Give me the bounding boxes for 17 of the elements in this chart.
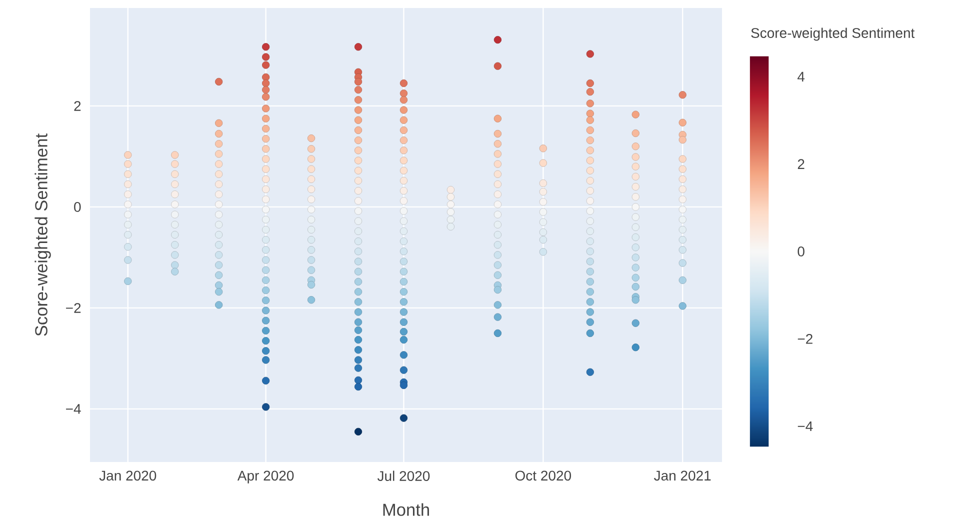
x-tick-label: Jul 2020	[377, 470, 430, 481]
y-tick-label: −4	[66, 404, 81, 414]
x-tick-label: Oct 2020	[515, 470, 572, 481]
x-tick-label: Jan 2020	[99, 470, 156, 481]
x-tick-label: Apr 2020	[237, 470, 294, 484]
color-bar-label: −4	[798, 421, 813, 432]
y-tick-label: 2	[74, 101, 81, 111]
color-bar-label: −2	[798, 334, 812, 344]
color-bar-label: 2	[798, 159, 804, 169]
color-bar-title: Score-weighted Sentiment	[751, 28, 915, 41]
y-tick-label: −2	[66, 303, 81, 313]
x-tick-label: Jan 2021	[654, 470, 711, 481]
color-bar-label: 0	[798, 246, 804, 256]
x-axis-title: Month	[383, 503, 429, 516]
y-tick-label: 0	[74, 202, 81, 212]
y-axis-title: Score-weighted Sentiment	[34, 134, 51, 336]
color-bar-label: 4	[798, 72, 805, 82]
